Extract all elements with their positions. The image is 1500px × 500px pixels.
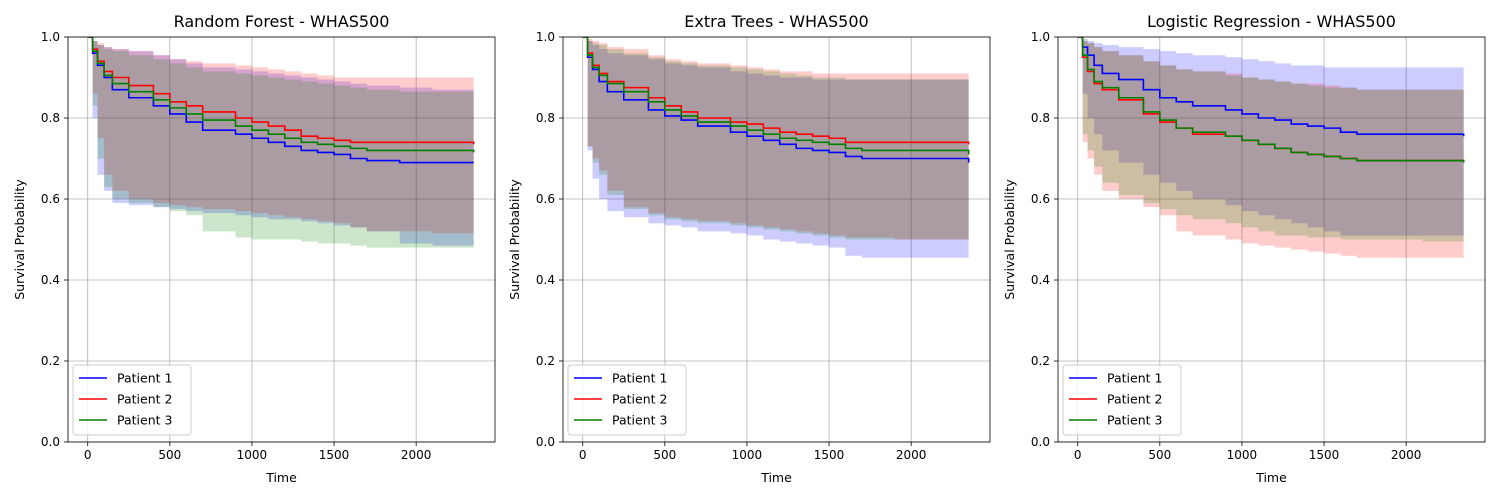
chart-panel-1: 0 500 1000 1500 2000 0.0 0.2 0.4 0.6 0.8 1.0 Random… bbox=[12, 12, 496, 485]
survival-line-patient-3 bbox=[87, 37, 475, 153]
legend-box bbox=[1062, 364, 1182, 436]
y-tick-label: 0.6 bbox=[536, 192, 555, 206]
legend-label-patient-3: Patient 3 bbox=[117, 413, 172, 428]
data-layer bbox=[87, 37, 475, 250]
x-tick-label: 0 bbox=[579, 448, 587, 462]
legend-label-patient-2: Patient 2 bbox=[1107, 392, 1162, 407]
survival-line-patient-2 bbox=[582, 37, 970, 145]
y-tick-label: 0.0 bbox=[41, 435, 60, 449]
x-tick-label: 1000 bbox=[732, 448, 763, 462]
y-tick-label: 0.2 bbox=[1031, 354, 1050, 368]
x-axis-label: Time bbox=[1255, 470, 1287, 485]
data-layer bbox=[1077, 37, 1465, 260]
confidence-band-patient-2 bbox=[1077, 37, 1464, 260]
legend: Patient 1 Patient 2 Patient 3 bbox=[567, 364, 687, 436]
confidence-band-patient-3 bbox=[1077, 37, 1464, 244]
legend-label-patient-1: Patient 1 bbox=[1107, 371, 1162, 386]
legend-box bbox=[72, 364, 192, 436]
survival-line-patient-1 bbox=[87, 37, 474, 164]
x-tick-label: 1500 bbox=[814, 448, 845, 462]
survival-line-patient-3 bbox=[1077, 37, 1465, 163]
y-tick-label: 0.4 bbox=[536, 273, 555, 287]
chart-title: Logistic Regression - WHAS500 bbox=[1147, 12, 1396, 31]
chart-panel-2: 0 500 1000 1500 2000 0.0 0.2 0.4 0.6 0.8 1.0 Extra … bbox=[507, 12, 991, 485]
survival-line-patient-3 bbox=[582, 37, 970, 155]
y-tick-label: 0.8 bbox=[1031, 111, 1050, 125]
survival-line-patient-1 bbox=[582, 37, 970, 163]
confidence-band-patient-3 bbox=[582, 37, 969, 242]
y-axis-label: Survival Probability bbox=[1002, 179, 1017, 300]
confidence-band-patient-2 bbox=[87, 37, 474, 236]
survival-line-patient-2 bbox=[87, 37, 475, 145]
x-tick-label: 500 bbox=[158, 448, 181, 462]
y-tick-label: 0.6 bbox=[41, 192, 60, 206]
legend-label-patient-2: Patient 2 bbox=[612, 392, 667, 407]
chart-panel-3: 0 500 1000 1500 2000 0.0 0.2 0.4 0.6 0.8 1.0 Logist… bbox=[1002, 12, 1486, 485]
x-tick-label: 1000 bbox=[237, 448, 268, 462]
confidence-band-patient-1 bbox=[582, 37, 969, 258]
chart-title: Random Forest - WHAS500 bbox=[174, 12, 390, 31]
x-tick-label: 500 bbox=[1148, 448, 1171, 462]
confidence-band-patient-1 bbox=[1077, 37, 1464, 238]
y-tick-label: 1.0 bbox=[1031, 30, 1050, 44]
x-tick-label: 2000 bbox=[896, 448, 927, 462]
y-tick-label: 0.4 bbox=[41, 273, 60, 287]
axes-frame bbox=[1057, 36, 1486, 443]
axes-frame bbox=[562, 36, 991, 443]
legend-label-patient-1: Patient 1 bbox=[612, 371, 667, 386]
x-tick-label: 1500 bbox=[1309, 448, 1340, 462]
legend: Patient 1 Patient 2 Patient 3 bbox=[72, 364, 192, 436]
chart-title: Extra Trees - WHAS500 bbox=[684, 12, 868, 31]
legend-label-patient-1: Patient 1 bbox=[117, 371, 172, 386]
y-tick-label: 0.0 bbox=[1031, 435, 1050, 449]
confidence-band-patient-2 bbox=[582, 37, 969, 240]
x-tick-label: 500 bbox=[653, 448, 676, 462]
y-tick-label: 1.0 bbox=[41, 30, 60, 44]
axes-frame bbox=[67, 36, 496, 443]
x-tick-label: 1000 bbox=[1227, 448, 1258, 462]
x-tick-label: 2000 bbox=[1391, 448, 1422, 462]
legend-label-patient-3: Patient 3 bbox=[612, 413, 667, 428]
legend-label-patient-3: Patient 3 bbox=[1107, 413, 1162, 428]
y-tick-label: 0.2 bbox=[536, 354, 555, 368]
legend: Patient 1 Patient 2 Patient 3 bbox=[1062, 364, 1182, 436]
legend-label-patient-2: Patient 2 bbox=[117, 392, 172, 407]
data-layer bbox=[582, 37, 970, 258]
y-tick-label: 0.4 bbox=[1031, 273, 1050, 287]
x-tick-label: 2000 bbox=[401, 448, 432, 462]
y-tick-label: 0.0 bbox=[536, 435, 555, 449]
y-axis-label: Survival Probability bbox=[507, 179, 522, 300]
y-tick-label: 0.2 bbox=[41, 354, 60, 368]
y-axis-label: Survival Probability bbox=[12, 179, 27, 300]
y-tick-label: 0.6 bbox=[1031, 192, 1050, 206]
y-tick-label: 0.8 bbox=[536, 111, 555, 125]
survival-line-patient-1 bbox=[1077, 37, 1465, 137]
x-tick-label: 0 bbox=[84, 448, 92, 462]
y-tick-label: 0.8 bbox=[41, 111, 60, 125]
x-axis-label: Time bbox=[265, 470, 297, 485]
y-tick-label: 1.0 bbox=[536, 30, 555, 44]
legend-box bbox=[567, 364, 687, 436]
x-axis-label: Time bbox=[760, 470, 792, 485]
x-tick-label: 0 bbox=[1074, 448, 1082, 462]
confidence-band-patient-3 bbox=[87, 37, 474, 250]
x-tick-label: 1500 bbox=[319, 448, 350, 462]
